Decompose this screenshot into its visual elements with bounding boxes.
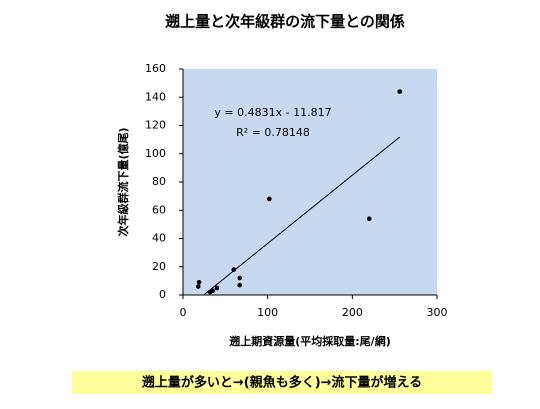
y-tick-label: 0 xyxy=(159,288,166,301)
point xyxy=(214,285,220,291)
r-squared: R² = 0.78148 xyxy=(236,126,310,139)
x-tick-label: 300 xyxy=(427,306,448,319)
point xyxy=(210,288,215,294)
point xyxy=(366,216,372,222)
x-tick-label: 0 xyxy=(180,306,187,319)
y-tick-label: 140 xyxy=(145,90,166,103)
y-tick-label: 160 xyxy=(145,62,166,75)
point xyxy=(237,275,243,281)
chart-title: 遡上量と次年級群の流下量との関係 xyxy=(165,13,405,31)
point xyxy=(397,89,403,94)
trend-equation: y = 0.4831x - 11.817 xyxy=(214,106,331,119)
point xyxy=(195,284,201,289)
x-tick-label: 200 xyxy=(342,306,363,319)
y-tick-label: 20 xyxy=(152,260,166,273)
plot-area xyxy=(183,69,437,295)
trendline xyxy=(203,136,401,296)
caption-background xyxy=(72,371,492,394)
x-axis-title: 遡上期資源量(平均採取量:尾/網) xyxy=(229,334,390,348)
caption: 遡上量が多いと→(親魚も多く)→流下量が増える xyxy=(142,375,422,391)
point xyxy=(237,282,243,288)
x-tick-label: 100 xyxy=(257,306,278,319)
y-tick-label: 100 xyxy=(145,147,166,160)
point xyxy=(231,267,237,272)
y-tick-label: 60 xyxy=(152,203,166,216)
y-tick-label: 120 xyxy=(145,119,166,132)
y-tick-label: 80 xyxy=(152,175,166,188)
point xyxy=(196,279,202,285)
y-tick-label: 40 xyxy=(152,232,166,245)
point xyxy=(267,196,272,202)
y-axis-title: 次年級群流下量(億尾) xyxy=(116,127,130,236)
